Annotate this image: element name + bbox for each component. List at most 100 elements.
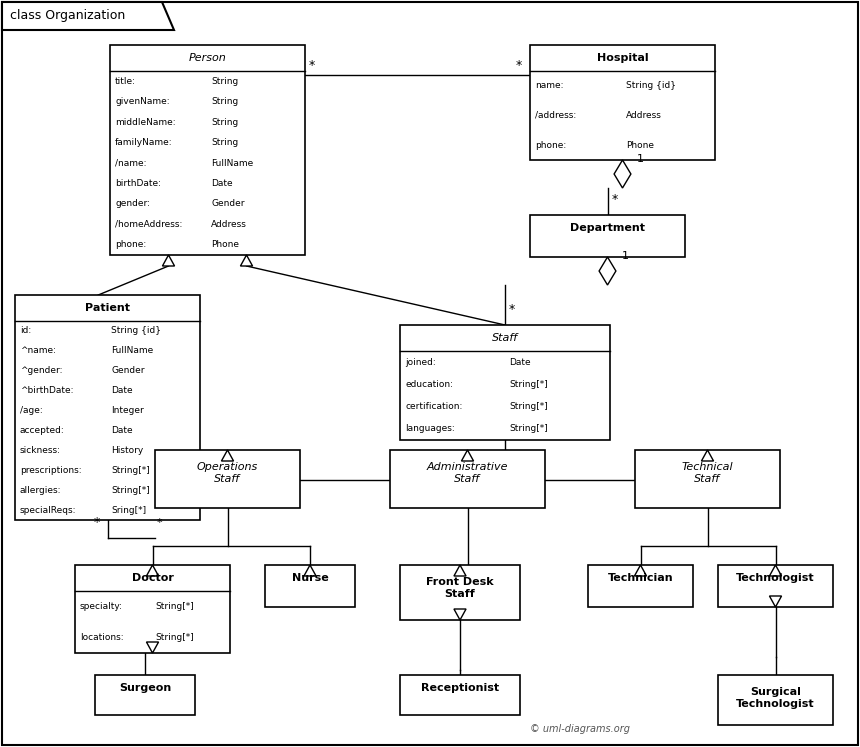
Text: *: * bbox=[94, 516, 100, 529]
Bar bbox=[400, 325, 610, 440]
Text: birthDate:: birthDate: bbox=[115, 179, 161, 188]
Text: Gender: Gender bbox=[212, 199, 245, 208]
Text: History: History bbox=[111, 446, 144, 455]
Bar bbox=[75, 565, 230, 653]
Text: Address: Address bbox=[212, 220, 248, 229]
Text: Patient: Patient bbox=[85, 303, 130, 313]
Text: education:: education: bbox=[405, 380, 453, 389]
Text: Address: Address bbox=[626, 111, 662, 120]
Text: String[*]: String[*] bbox=[111, 465, 150, 475]
Text: prescriptions:: prescriptions: bbox=[20, 465, 82, 475]
Text: Nurse: Nurse bbox=[292, 573, 329, 583]
Polygon shape bbox=[770, 565, 782, 576]
Text: givenName:: givenName: bbox=[115, 97, 169, 106]
Polygon shape bbox=[241, 255, 253, 266]
Text: String[*]: String[*] bbox=[509, 380, 548, 389]
Bar bbox=[718, 675, 833, 725]
Text: String[*]: String[*] bbox=[509, 424, 548, 433]
Text: ^birthDate:: ^birthDate: bbox=[20, 386, 73, 395]
Text: middleName:: middleName: bbox=[115, 117, 175, 126]
Bar bbox=[110, 45, 305, 255]
Text: familyName:: familyName: bbox=[115, 138, 173, 147]
Text: Sring[*]: Sring[*] bbox=[111, 506, 146, 515]
Text: /homeAddress:: /homeAddress: bbox=[115, 220, 182, 229]
Text: *: * bbox=[509, 303, 515, 316]
Text: specialReqs:: specialReqs: bbox=[20, 506, 77, 515]
Text: *: * bbox=[516, 59, 522, 72]
Bar bbox=[155, 450, 300, 508]
Polygon shape bbox=[454, 565, 466, 576]
Text: class Organization: class Organization bbox=[10, 10, 126, 22]
Text: Front Desk
Staff: Front Desk Staff bbox=[427, 577, 494, 599]
Text: Date: Date bbox=[509, 358, 531, 367]
Text: String: String bbox=[212, 138, 239, 147]
Polygon shape bbox=[702, 450, 714, 461]
Polygon shape bbox=[462, 450, 474, 461]
Polygon shape bbox=[454, 609, 466, 620]
Text: Staff: Staff bbox=[492, 333, 518, 343]
Text: locations:: locations: bbox=[80, 633, 124, 642]
Text: Technical
Staff: Technical Staff bbox=[682, 462, 734, 484]
Bar bbox=[400, 565, 520, 620]
Text: Surgeon: Surgeon bbox=[119, 683, 171, 693]
Text: specialty:: specialty: bbox=[80, 602, 123, 611]
Text: Phone: Phone bbox=[626, 140, 654, 149]
Text: 1: 1 bbox=[622, 251, 629, 261]
Text: gender:: gender: bbox=[115, 199, 150, 208]
Text: String: String bbox=[212, 117, 239, 126]
Text: Department: Department bbox=[570, 223, 645, 233]
Text: sickness:: sickness: bbox=[20, 446, 61, 455]
Polygon shape bbox=[146, 642, 158, 653]
Text: name:: name: bbox=[535, 81, 563, 90]
Text: Hospital: Hospital bbox=[597, 53, 648, 63]
Text: Person: Person bbox=[188, 53, 226, 63]
Text: id:: id: bbox=[20, 326, 31, 335]
Bar bbox=[265, 565, 355, 607]
Polygon shape bbox=[599, 257, 616, 285]
Text: *: * bbox=[157, 518, 163, 528]
Text: Surgical
Technologist: Surgical Technologist bbox=[736, 687, 814, 709]
Text: Date: Date bbox=[212, 179, 233, 188]
Text: joined:: joined: bbox=[405, 358, 436, 367]
Polygon shape bbox=[614, 160, 631, 188]
Bar bbox=[400, 675, 520, 715]
Text: 1: 1 bbox=[636, 154, 643, 164]
Polygon shape bbox=[146, 565, 158, 576]
Text: © uml-diagrams.org: © uml-diagrams.org bbox=[530, 724, 630, 734]
Text: phone:: phone: bbox=[115, 241, 146, 249]
Bar bbox=[588, 565, 693, 607]
Polygon shape bbox=[304, 565, 316, 576]
Polygon shape bbox=[2, 2, 174, 30]
Polygon shape bbox=[222, 450, 234, 461]
Bar bbox=[530, 215, 685, 257]
Text: Date: Date bbox=[111, 386, 132, 395]
Text: certification:: certification: bbox=[405, 402, 463, 411]
Bar bbox=[635, 450, 780, 508]
Text: Gender: Gender bbox=[111, 366, 144, 375]
Text: Administrative
Staff: Administrative Staff bbox=[427, 462, 508, 484]
Text: *: * bbox=[611, 193, 617, 206]
Polygon shape bbox=[770, 596, 782, 607]
Text: Technician: Technician bbox=[608, 573, 673, 583]
Text: FullName: FullName bbox=[212, 158, 254, 167]
Text: phone:: phone: bbox=[535, 140, 566, 149]
Text: Operations
Staff: Operations Staff bbox=[197, 462, 258, 484]
Text: String {id}: String {id} bbox=[111, 326, 161, 335]
Text: allergies:: allergies: bbox=[20, 486, 62, 495]
Text: String[*]: String[*] bbox=[156, 602, 194, 611]
Text: Phone: Phone bbox=[212, 241, 239, 249]
Text: ^name:: ^name: bbox=[20, 347, 56, 356]
Polygon shape bbox=[635, 565, 647, 576]
Text: String {id}: String {id} bbox=[626, 81, 676, 90]
Text: ^gender:: ^gender: bbox=[20, 366, 63, 375]
Text: FullName: FullName bbox=[111, 347, 153, 356]
Bar bbox=[530, 45, 715, 160]
Bar bbox=[95, 675, 195, 715]
Polygon shape bbox=[163, 255, 175, 266]
Text: String[*]: String[*] bbox=[111, 486, 150, 495]
Text: Technologist: Technologist bbox=[736, 573, 814, 583]
Text: /age:: /age: bbox=[20, 406, 43, 415]
Text: Integer: Integer bbox=[111, 406, 144, 415]
Text: *: * bbox=[309, 59, 316, 72]
Text: languages:: languages: bbox=[405, 424, 455, 433]
